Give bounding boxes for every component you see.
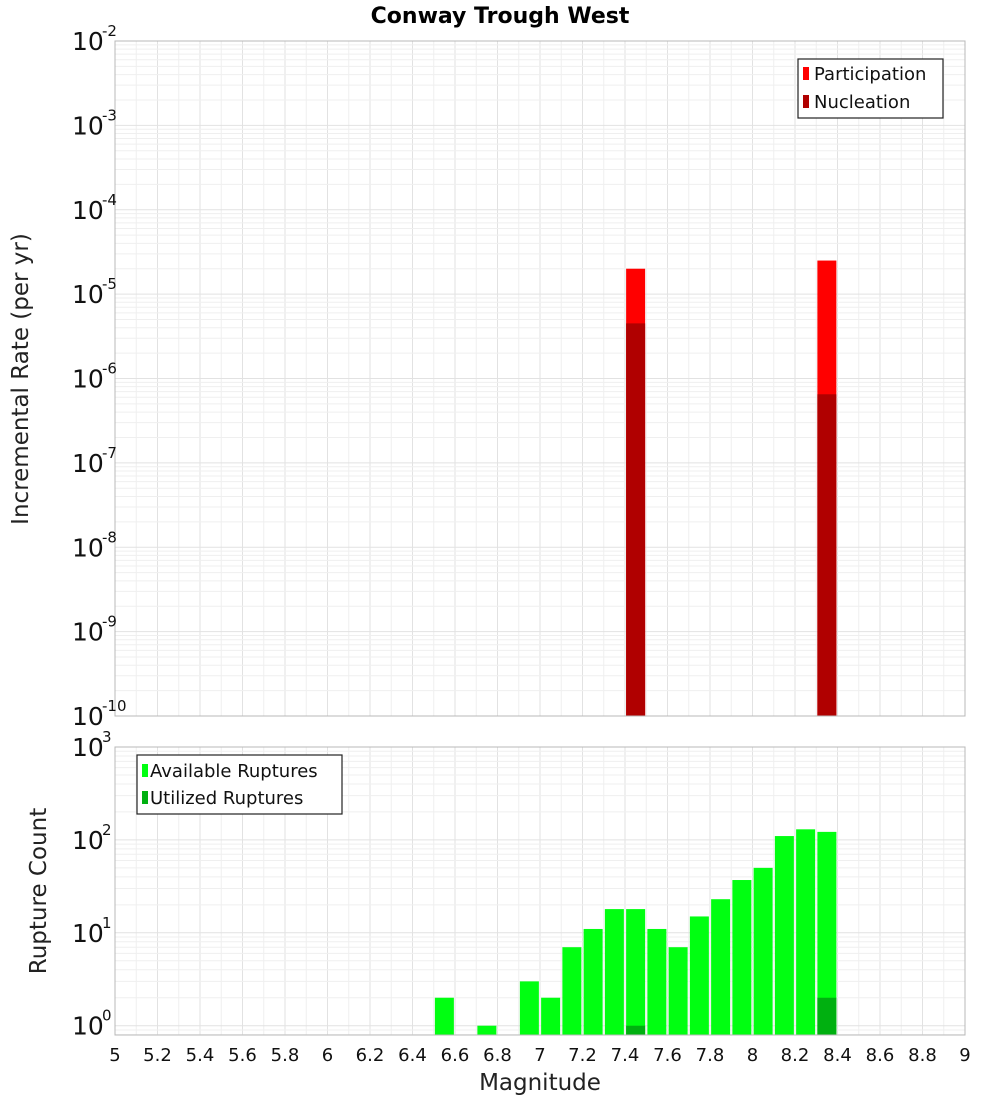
- top-y-tick-exponent: -8: [102, 528, 117, 546]
- bottom-bars: [434, 829, 837, 1035]
- bottom-legend-box: [136, 754, 343, 815]
- bottom-plot-frame: [114, 746, 966, 1036]
- x-tick-label: 5.8: [271, 1045, 300, 1066]
- x-tick-label: 5.4: [186, 1045, 215, 1066]
- bar-utilized-ruptures: [817, 997, 837, 1035]
- x-ticks: 5 5.2 5.4 5.6 5.8 6 6.2 6.4 6.6 6.8 7 7.2 7.4 7.6 7.8 8…: [109, 1045, 970, 1066]
- legend-label-utilized-ruptures: Utilized Ruptures: [150, 788, 303, 809]
- bottom-y-tick-label: 10: [72, 826, 104, 855]
- x-tick-label: 5.2: [143, 1045, 172, 1066]
- bar-utilized-ruptures: [626, 1025, 646, 1035]
- top-gridlines: [114, 41, 966, 717]
- bar-available-ruptures: [519, 981, 539, 1035]
- top-y-tick-exponent: -10: [102, 697, 127, 715]
- top-y-tick-label: 10: [72, 618, 104, 647]
- bar-available-ruptures: [689, 916, 709, 1035]
- chart-title: Conway Trough West: [371, 4, 630, 29]
- x-tick-label: 8.2: [781, 1045, 810, 1066]
- x-tick-label: 5.6: [228, 1045, 257, 1066]
- legend-swatch-participation: [803, 67, 809, 80]
- bar-available-ruptures: [583, 928, 603, 1035]
- x-tick-label: 6.2: [356, 1045, 385, 1066]
- x-tick-label: 8: [747, 1045, 758, 1066]
- bar-available-ruptures: [732, 880, 752, 1035]
- bar-available-ruptures: [477, 1025, 497, 1035]
- bar-available-ruptures: [668, 947, 688, 1035]
- top-y-tick-exponent: -3: [102, 106, 117, 124]
- legend-swatch-nucleation: [803, 95, 809, 108]
- top-y-tick-exponent: -9: [102, 613, 117, 631]
- legend-swatch-utilized-ruptures: [142, 791, 148, 804]
- x-tick-label: 7.8: [696, 1045, 725, 1066]
- bar-available-ruptures: [562, 947, 582, 1035]
- top-y-tick-exponent: -7: [102, 444, 117, 462]
- top-y-tick-label: 10: [72, 449, 104, 478]
- x-tick-label: 7: [534, 1045, 545, 1066]
- bar-nucleation: [626, 323, 646, 716]
- top-y-tick-label: 10: [72, 365, 104, 394]
- top-y-axis-label: Incremental Rate (per yr): [8, 233, 34, 525]
- top-y-tick-exponent: -6: [102, 360, 117, 378]
- bar-available-ruptures: [774, 836, 794, 1035]
- bottom-y-tick-exponent: 0: [102, 1007, 112, 1025]
- top-y-tick-label: 10: [72, 27, 104, 56]
- top-y-tick-exponent: -2: [102, 22, 117, 40]
- top-bars: [626, 260, 837, 716]
- x-tick-label: 9: [959, 1045, 970, 1066]
- top-y-tick-label: 10: [72, 196, 104, 225]
- bottom-y-tick-exponent: 3: [102, 728, 112, 746]
- x-tick-label: 7.6: [653, 1045, 682, 1066]
- legend-label-available-ruptures: Available Ruptures: [150, 761, 318, 782]
- bottom-y-axis-label: Rupture Count: [26, 808, 52, 974]
- bar-available-ruptures: [711, 899, 731, 1035]
- bottom-legend: Available Ruptures Utilized Ruptures: [136, 754, 343, 815]
- bottom-y-tick-exponent: 2: [102, 821, 112, 839]
- bottom-y-tick-exponent: 1: [102, 914, 112, 932]
- top-plot-frame: [114, 40, 966, 717]
- x-tick-label: 6.6: [441, 1045, 470, 1066]
- x-tick-label: 8.8: [908, 1045, 937, 1066]
- top-y-tick-exponent: -4: [102, 191, 117, 209]
- top-legend: Participation Nucleation: [797, 58, 944, 119]
- bar-available-ruptures: [647, 928, 667, 1035]
- x-tick-label: 8.4: [823, 1045, 852, 1066]
- legend-label-nucleation: Nucleation: [814, 92, 910, 113]
- legend-label-participation: Participation: [814, 64, 926, 85]
- top-legend-box: [797, 58, 944, 119]
- x-tick-label: 6.8: [483, 1045, 512, 1066]
- bar-available-ruptures: [796, 829, 816, 1035]
- top-y-tick-exponent: -5: [102, 275, 117, 293]
- bottom-y-tick-label: 10: [72, 1012, 104, 1041]
- x-tick-label: 7.2: [568, 1045, 597, 1066]
- x-tick-label: 7.4: [611, 1045, 640, 1066]
- x-axis-label: Magnitude: [479, 1070, 601, 1096]
- bar-nucleation: [817, 394, 837, 716]
- top-y-tick-label: 10: [72, 702, 104, 731]
- legend-swatch-available-ruptures: [142, 764, 148, 777]
- bar-available-ruptures: [817, 831, 837, 1035]
- bar-available-ruptures: [753, 867, 773, 1035]
- bar-available-ruptures: [626, 909, 646, 1035]
- bar-available-ruptures: [604, 909, 624, 1035]
- bar-available-ruptures: [541, 997, 561, 1035]
- x-tick-label: 8.6: [866, 1045, 895, 1066]
- top-y-tick-label: 10: [72, 533, 104, 562]
- top-y-tick-label: 10: [72, 280, 104, 309]
- x-tick-label: 5: [109, 1045, 120, 1066]
- bar-available-ruptures: [434, 997, 454, 1035]
- x-tick-label: 6.4: [398, 1045, 427, 1066]
- x-tick-label: 6: [322, 1045, 333, 1066]
- bottom-y-tick-label: 10: [72, 919, 104, 948]
- top-y-tick-label: 10: [72, 111, 104, 140]
- bottom-y-tick-label: 10: [72, 733, 104, 762]
